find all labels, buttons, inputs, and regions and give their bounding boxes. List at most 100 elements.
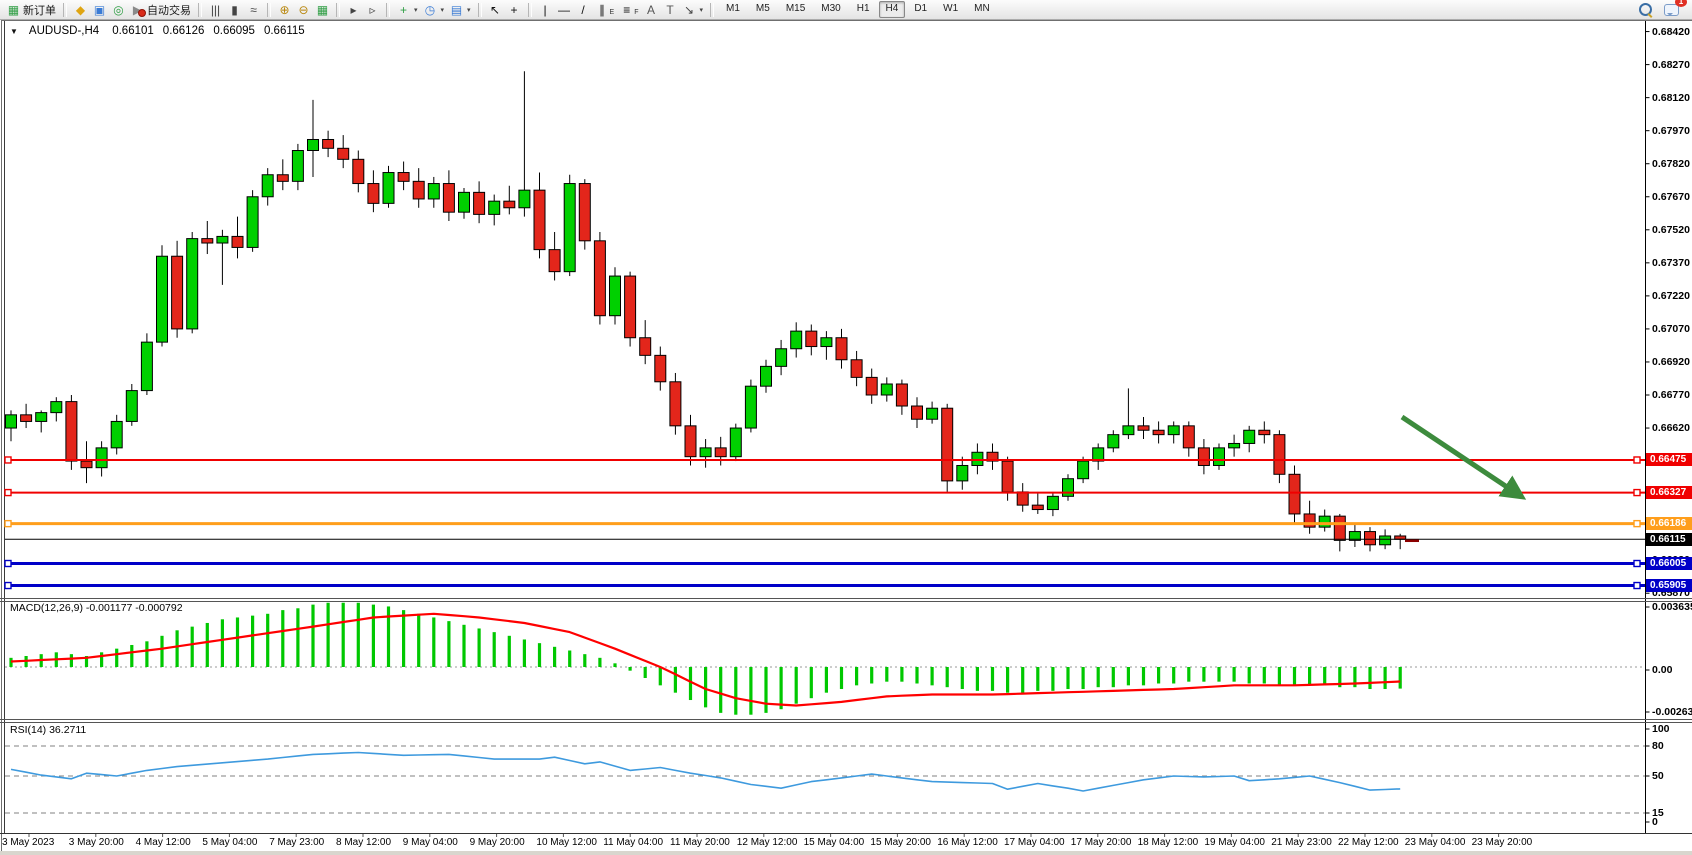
fibonacci-button[interactable]: ≡ F [617, 1, 641, 18]
autotrading-button[interactable]: ▶ 自动交易 [128, 1, 194, 18]
dropdown-caret-icon[interactable]: ▾ [467, 6, 471, 14]
line-anchor-handle[interactable] [4, 559, 12, 568]
candle-body [986, 451, 999, 462]
trend-arrow-annotation[interactable] [1400, 414, 1527, 500]
timeframe-mn-button[interactable]: MN [974, 3, 990, 14]
candle-body [337, 147, 350, 160]
search-button[interactable] [1636, 1, 1655, 18]
candle-body [427, 183, 440, 200]
trendline-button[interactable]: / [574, 1, 593, 18]
templates-button[interactable]: ▤ ▾ [447, 1, 474, 18]
fibonacci-icon-letter: F [634, 9, 639, 16]
rsi-label: RSI(14) 36.2711 [10, 724, 87, 736]
toolbar-separator [267, 2, 271, 17]
dropdown-caret-icon[interactable]: ▾ [699, 6, 704, 14]
toolbar-separator [527, 2, 532, 17]
window-bottom-edge [0, 851, 1692, 855]
candle-body [775, 348, 788, 367]
timeframe-h1-button[interactable]: H1 [856, 3, 870, 14]
price-tick-label: 0.67820 [1652, 157, 1690, 170]
candlestick-chart-button[interactable]: ▮ [225, 1, 244, 18]
time-tick-label: 17 May 04:00 [1004, 837, 1065, 848]
horizontal-line-button[interactable]: — [555, 1, 574, 18]
line-anchor-handle[interactable] [4, 488, 12, 497]
candle-body [941, 407, 954, 482]
time-tick-label: 8 May 12:00 [336, 837, 392, 848]
timeframe-w1-button[interactable]: W1 [943, 3, 959, 14]
line-anchor-handle[interactable] [1633, 581, 1641, 590]
text-label-button[interactable]: T [661, 1, 680, 18]
candle-body [835, 337, 848, 361]
tile-windows-button[interactable]: ▦ [313, 1, 332, 18]
candle-body [533, 189, 546, 251]
toolbar-separator [477, 2, 482, 17]
price-level-tag: 0.66475 [1646, 453, 1692, 467]
line-anchor-handle[interactable] [1633, 488, 1641, 497]
candle-body [1092, 447, 1105, 462]
timeframe-m1-button[interactable]: M1 [726, 3, 740, 14]
arrows-button[interactable]: ↘ ▾ [680, 1, 707, 18]
templates-icon: ▤ [450, 2, 463, 17]
dropdown-caret-icon[interactable]: ▾ [440, 6, 445, 14]
sound-button[interactable]: ◎ [109, 1, 128, 18]
cursor-button[interactable]: ↖ [486, 1, 505, 18]
rsi-tick-label: 0 [1652, 816, 1658, 828]
line-anchor-handle[interactable] [1633, 559, 1641, 568]
bar-chart-button[interactable]: ||| [206, 1, 225, 18]
timeframe-d1-button[interactable]: D1 [914, 3, 928, 14]
timeframe-m5-button[interactable]: M5 [755, 3, 770, 14]
candle-body [50, 401, 63, 414]
candle-body [895, 383, 908, 407]
line-anchor-handle[interactable] [1633, 456, 1641, 464]
chart-shift-button[interactable]: ▹ [363, 1, 382, 18]
candle-body [186, 238, 199, 330]
chat-button[interactable]: 1 [1661, 0, 1687, 18]
zoom-in-button[interactable]: ⊕ [275, 1, 294, 18]
candle-body [805, 330, 818, 348]
periods-button[interactable]: ◷ ▾ [421, 1, 448, 18]
line-anchor-handle[interactable] [4, 519, 12, 528]
line-anchor-handle[interactable] [4, 581, 12, 590]
zoom-out-button[interactable]: ⊖ [294, 1, 313, 18]
candle-body [382, 172, 395, 204]
new-order-label: 新订单 [23, 4, 56, 17]
navigator-button[interactable]: ▣ [90, 1, 109, 18]
line-anchor-handle[interactable] [1633, 519, 1641, 528]
zoom-in-icon: ⊕ [279, 2, 290, 17]
collapse-icon[interactable]: ▼ [10, 26, 18, 36]
candle-body [261, 174, 274, 198]
candle-body [1016, 491, 1029, 506]
candle-body [412, 180, 425, 200]
candle-body [956, 464, 969, 482]
candle-body [216, 235, 229, 244]
candle-body [276, 174, 289, 182]
timeframe-m15-button[interactable]: M15 [785, 3, 806, 14]
line-anchor-handle[interactable] [4, 456, 12, 464]
indicators-button[interactable]: + ▾ [394, 1, 421, 18]
timeframe-h4-button[interactable]: H4 [878, 1, 906, 18]
dropdown-caret-icon[interactable]: ▾ [414, 6, 418, 14]
timeframe-m30-button[interactable]: M30 [821, 3, 841, 14]
chart-window[interactable] [1, 20, 1692, 855]
auto-scroll-button[interactable]: ▸ [344, 1, 363, 18]
vertical-line-button[interactable]: | [536, 1, 555, 18]
candle-body [1107, 434, 1120, 449]
market-watch-button[interactable]: ◆ [71, 1, 90, 18]
equidistant-channel-button[interactable]: ∥ E [593, 1, 618, 18]
candle-body [322, 138, 335, 149]
candle-body [291, 150, 304, 182]
candle-body [1258, 429, 1271, 436]
text-button[interactable]: A [642, 1, 661, 18]
line-chart-button[interactable]: ≈ [244, 1, 263, 18]
crosshair-button[interactable]: + [505, 1, 524, 18]
time-tick-label: 17 May 20:00 [1070, 837, 1132, 848]
text-label-icon: T [666, 2, 674, 17]
autotrading-icon: ▶ [131, 3, 146, 17]
main-toolbar: ▦ 新订单 ◆ ▣ ◎ ▶ 自动交易 ||| ▮ ≈ ⊕ ⊖ ▦ ▸ ▹ + ▾ ◷ ▾ ▤ ▾ ↖ + | — / ∥ E ≡ F A T ↘… [0, 0, 1692, 20]
macd-signal-line [10, 612, 1401, 707]
new-order-button[interactable]: ▦ 新订单 [4, 1, 59, 18]
time-tick-label: 12 May 12:00 [736, 837, 798, 848]
candle-body [1213, 447, 1225, 466]
time-tick-label: 15 May 20:00 [870, 837, 931, 848]
